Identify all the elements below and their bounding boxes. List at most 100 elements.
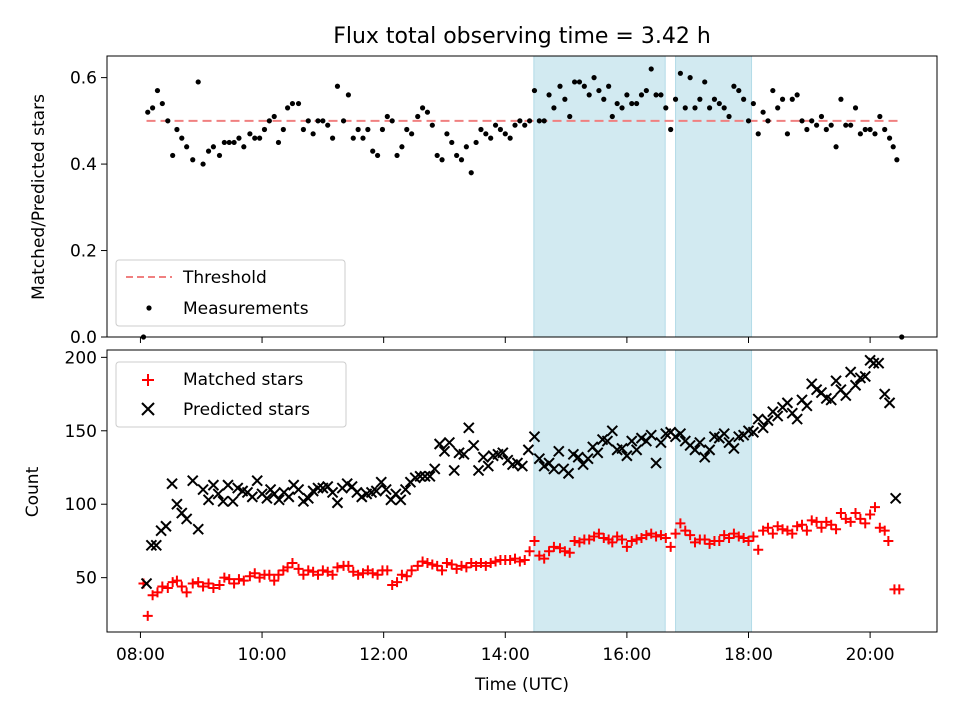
measurement-point: [648, 66, 654, 72]
measurement-point: [750, 100, 756, 107]
measurement-point: [663, 105, 669, 111]
predicted-stars-point: [747, 426, 760, 438]
predicted-stars-point: [533, 452, 546, 465]
predicted-stars-point: [868, 357, 880, 369]
measurement-point: [567, 113, 573, 120]
matched-stars-point: [382, 565, 393, 576]
top-y-axis-label: Matched/Predicted stars: [29, 94, 49, 300]
predicted-stars-point: [448, 464, 460, 477]
measurement-point: [614, 100, 620, 107]
predicted-stars-point: [380, 483, 392, 496]
predicted-stars-point: [655, 436, 667, 449]
measurement-point: [882, 126, 888, 133]
matched-stars-point: [162, 582, 173, 593]
predicted-stars-point: [878, 388, 891, 400]
measurement-point: [527, 118, 533, 124]
measurement-point: [765, 118, 771, 124]
matched-stars-point: [519, 555, 530, 566]
predicted-stars-point: [443, 436, 456, 449]
measurement-point: [668, 126, 674, 133]
matched-stars-point: [514, 556, 525, 567]
predicted-stars-point: [482, 460, 494, 472]
predicted-stars-point: [246, 491, 259, 503]
measurement-point: [804, 126, 810, 133]
top-x-ticks: [139, 337, 871, 343]
measurement-point: [221, 139, 227, 146]
measurement-point: [823, 126, 829, 133]
bottom-axes-frame: [106, 349, 938, 633]
y-tick-label: 0.6: [70, 69, 97, 89]
measurement-point: [890, 144, 896, 150]
measurement-point: [325, 122, 331, 128]
matched-stars-point: [417, 556, 428, 567]
matched-stars-point: [406, 565, 417, 576]
matched-stars-point: [806, 515, 817, 526]
measurements-series: [140, 66, 905, 340]
threshold-legend-label: Threshold: [182, 268, 267, 288]
measurement-point: [502, 131, 508, 137]
predicted-stars-legend-swatch: [141, 402, 155, 416]
predicted-stars-point: [192, 523, 204, 535]
predicted-stars-point: [302, 492, 314, 505]
predicted-stars-point: [212, 488, 224, 500]
predicted-stars-point: [771, 410, 784, 422]
matched-stars-point: [894, 584, 905, 595]
measurement-point: [606, 83, 612, 89]
predicted-stars-point: [689, 444, 701, 456]
matched-stars-point: [293, 563, 304, 574]
predicted-stars-point: [227, 495, 239, 507]
measurement-point: [384, 113, 390, 120]
matched-stars-point: [490, 556, 501, 567]
measurement-point: [619, 105, 625, 111]
measurement-point: [159, 100, 165, 107]
matched-stars-point: [485, 557, 496, 568]
top-legend: Threshold Measurements: [115, 259, 346, 327]
measurement-point: [458, 157, 465, 163]
measurement-point: [389, 118, 395, 124]
top-y-axis: 0.0 0.2 0.4 0.6: [70, 69, 107, 348]
measurement-point: [609, 113, 615, 120]
predicted-stars-point: [606, 425, 619, 437]
measurement-point: [770, 87, 776, 94]
measurement-point: [872, 131, 878, 137]
matched-stars-legend-label: Matched stars: [183, 370, 303, 390]
matched-stars-point: [372, 569, 383, 580]
predicted-stars-point: [757, 422, 769, 434]
x-axis-label: Time (UTC): [474, 675, 569, 695]
matched-stars-point: [157, 581, 168, 592]
matched-stars-point: [264, 569, 275, 580]
matched-stars-point: [238, 575, 249, 586]
measurement-point: [692, 105, 698, 111]
measurement-point: [799, 118, 805, 124]
predicted-stars-point: [187, 475, 199, 487]
predicted-stars-point: [528, 430, 541, 443]
matched-stars-point: [208, 582, 219, 593]
matched-stars-point: [233, 574, 244, 585]
predicted-stars-point: [889, 492, 902, 505]
predicted-stars-point: [718, 428, 730, 440]
measurement-point: [562, 96, 568, 102]
measurement-point: [252, 135, 258, 141]
measurement-point: [497, 126, 504, 133]
x-tick-label: 20:00: [846, 645, 895, 665]
matched-stars-point: [353, 569, 364, 580]
matched-stars-point: [850, 508, 861, 519]
measurement-point: [867, 126, 873, 133]
measurement-point: [444, 131, 450, 137]
measurement-point: [355, 126, 361, 133]
measurement-point: [536, 118, 542, 124]
x-tick-label: 12:00: [359, 645, 408, 665]
measurement-point: [350, 135, 356, 141]
shaded-interval: [533, 55, 666, 338]
predicted-stars-point: [572, 451, 584, 463]
measurement-point: [289, 100, 296, 107]
measurement-point: [205, 148, 212, 154]
y-tick-label: 200: [65, 348, 97, 368]
measurement-point: [687, 75, 693, 81]
measurement-point: [315, 118, 321, 124]
measurement-point: [320, 118, 326, 124]
matched-stars-point: [446, 559, 457, 570]
measurement-point: [576, 79, 583, 85]
measurement-point: [784, 131, 791, 137]
predicted-stars-point: [645, 429, 657, 441]
